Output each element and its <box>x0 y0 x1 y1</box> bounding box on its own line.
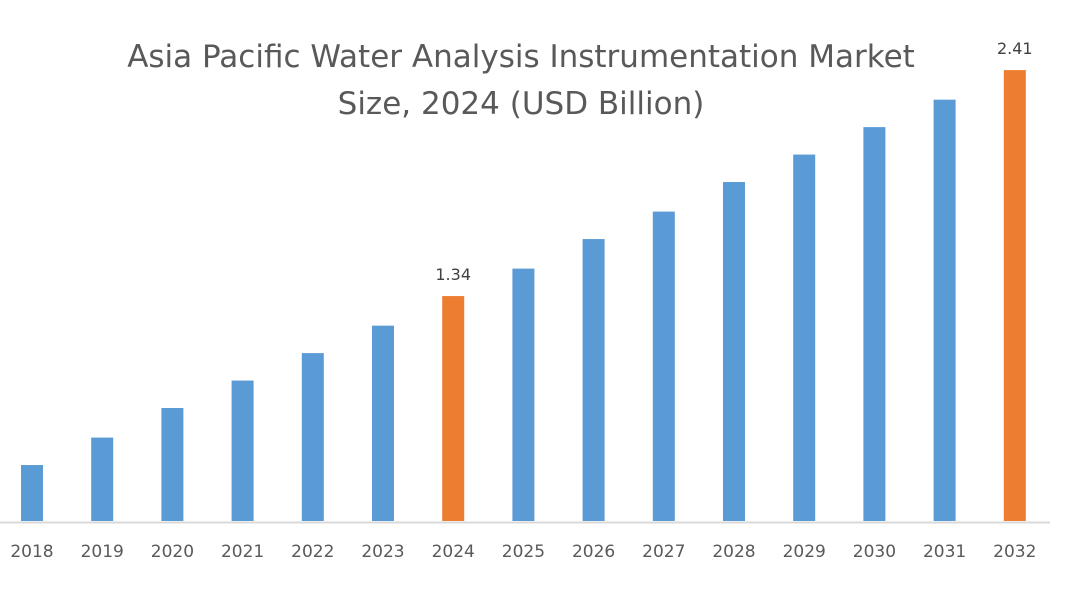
bar-2031 <box>933 99 956 521</box>
bar-2025 <box>512 268 535 521</box>
bar-2026 <box>582 239 605 521</box>
x-tick-label-2026: 2026 <box>572 542 615 562</box>
data-label-2024: 1.34 <box>435 265 471 284</box>
chart-title-line-1: Asia Pacific Water Analysis Instrumentat… <box>127 39 915 75</box>
bar-2032 <box>1003 70 1026 521</box>
x-tick-label-2022: 2022 <box>291 542 334 562</box>
bar-2024 <box>442 296 465 521</box>
bar-2022 <box>301 353 324 521</box>
x-tick-label-2023: 2023 <box>361 542 404 562</box>
bar-2028 <box>723 182 745 522</box>
bar-2018 <box>21 465 43 521</box>
x-tick-label-2019: 2019 <box>81 542 124 562</box>
x-tick-label-2021: 2021 <box>221 542 264 562</box>
x-tick-label-2020: 2020 <box>151 542 194 562</box>
bar-2023 <box>372 325 394 521</box>
x-tick-label-2018: 2018 <box>10 542 53 562</box>
x-tick-label-2031: 2031 <box>923 542 966 562</box>
bar-2021 <box>231 380 254 521</box>
bar-2020 <box>161 408 184 521</box>
x-tick-label-2025: 2025 <box>502 542 545 562</box>
data-label-2032: 2.41 <box>997 39 1033 58</box>
x-tick-label-2030: 2030 <box>853 542 896 562</box>
x-tick-label-2028: 2028 <box>712 542 755 562</box>
bar-2019 <box>91 437 114 521</box>
x-tick-label-2024: 2024 <box>432 542 475 562</box>
x-tick-label-2029: 2029 <box>783 542 826 562</box>
chart-title-line-2: Size, 2024 (USD Billion) <box>338 86 705 122</box>
bar-2029 <box>793 154 816 521</box>
bar-2027 <box>652 211 675 522</box>
bar-2030 <box>863 127 886 521</box>
x-tick-label-2027: 2027 <box>642 542 685 562</box>
x-tick-label-2032: 2032 <box>993 542 1036 562</box>
